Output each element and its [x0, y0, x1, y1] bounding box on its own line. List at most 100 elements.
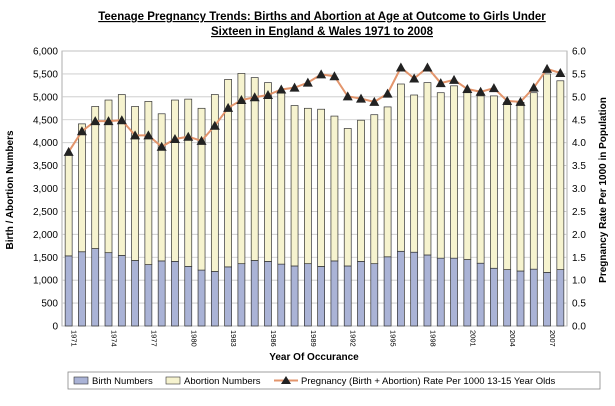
- rate-marker: [475, 86, 486, 96]
- y-tick-label: 1,500: [33, 253, 58, 264]
- rate-marker: [143, 130, 154, 140]
- bar-abortions: [383, 106, 392, 258]
- bar-abortions: [184, 98, 193, 267]
- bar-births: [264, 261, 272, 327]
- bar-abortions: [171, 99, 179, 262]
- y2-tick-label: 3.5: [572, 161, 586, 172]
- bar-births: [277, 263, 286, 327]
- rate-marker: [422, 62, 433, 72]
- rate-marker: [555, 68, 566, 77]
- bar-abortions: [423, 82, 432, 256]
- y2-tick-label: 5.5: [572, 69, 586, 80]
- bar-abortions: [463, 92, 472, 260]
- bar-abortions: [516, 101, 525, 272]
- bar-abortions: [397, 83, 405, 252]
- rate-marker: [116, 115, 127, 125]
- bar-abortions: [197, 107, 206, 271]
- x-tick-label: 2007: [548, 330, 557, 347]
- legend-label-abortions: Abortion Numbers: [184, 376, 261, 387]
- rate-marker: [488, 83, 499, 93]
- y2-tick-label: 2.5: [572, 207, 586, 218]
- bar-births: [463, 259, 472, 327]
- y2-tick-label: 0.5: [572, 299, 586, 310]
- bar-births: [91, 248, 100, 327]
- bar-births: [397, 250, 405, 327]
- bar-births: [104, 252, 113, 327]
- y-tick-label: 5,500: [33, 69, 58, 80]
- bar-abortions: [91, 106, 100, 249]
- bar-births: [383, 256, 392, 327]
- bar-abortions: [277, 92, 286, 265]
- rate-marker: [316, 69, 327, 79]
- x-tick-label: 1977: [149, 330, 158, 347]
- bar-births: [516, 270, 525, 327]
- rate-marker: [209, 120, 220, 130]
- chart-title-line1: Teenage Pregnancy Trends: Births and Abo…: [98, 11, 546, 23]
- x-axis-label: Year Of Occurance: [269, 352, 359, 363]
- legend-swatch-births: [73, 376, 89, 385]
- legend-label-births: Birth Numbers: [92, 376, 153, 387]
- bar-births: [476, 262, 485, 327]
- rate-marker: [76, 126, 87, 136]
- bar-births: [343, 265, 352, 327]
- x-tick-label: 1971: [70, 330, 79, 347]
- bar-abortions: [370, 114, 379, 265]
- x-tick-label: 1974: [110, 330, 119, 347]
- bar-births: [529, 268, 538, 327]
- bar-abortions: [450, 85, 458, 259]
- bar-abortions: [117, 94, 126, 256]
- rate-marker: [515, 96, 526, 106]
- bar-abortions: [144, 101, 153, 265]
- bar-births: [450, 257, 458, 327]
- bar-births: [210, 271, 219, 327]
- bar-births: [224, 266, 232, 327]
- bar-abortions: [476, 95, 485, 264]
- y-tick-label: 2,000: [33, 230, 58, 241]
- bar-births: [423, 254, 432, 327]
- rate-marker: [262, 90, 273, 99]
- bar-births: [197, 269, 206, 327]
- bar-births: [330, 260, 339, 327]
- y2-tick-label: 4.0: [572, 138, 586, 149]
- bar-abortions: [410, 94, 419, 253]
- rate-marker: [130, 130, 141, 140]
- y2-tick-label: 5.0: [572, 92, 586, 103]
- y2-tick-label: 0.0: [572, 322, 586, 333]
- y-tick-label: 3,500: [33, 161, 58, 172]
- bar-abortions: [224, 79, 232, 268]
- rate-marker: [249, 92, 260, 102]
- y2-tick-label: 1.0: [572, 276, 586, 287]
- legend: Birth Numbers Abortion Numbers Pregnancy…: [67, 371, 601, 390]
- bar-abortions: [556, 80, 565, 270]
- rate-marker: [169, 134, 180, 143]
- rate-marker: [462, 84, 473, 94]
- rate-marker: [382, 88, 393, 98]
- y-tick-label: 500: [41, 299, 58, 310]
- bar-births: [64, 255, 73, 327]
- rate-marker: [90, 116, 101, 126]
- rate-marker: [502, 95, 513, 105]
- y-tick-label: 3,000: [33, 184, 58, 195]
- chart-title-line2: Sixteen in England & Wales 1971 to 2008: [211, 26, 434, 38]
- bar-abortions: [290, 105, 299, 267]
- bar-abortions: [503, 101, 512, 270]
- bar-births: [250, 260, 259, 327]
- rate-marker: [156, 141, 167, 151]
- bar-abortions: [436, 92, 445, 259]
- rate-marker: [356, 93, 367, 103]
- y-axis-label: Birth / Abortion Numbers: [5, 130, 16, 250]
- bar-births: [490, 267, 498, 327]
- x-tick-label: 1998: [428, 330, 437, 347]
- bar-abortions: [529, 92, 538, 270]
- bar-births: [304, 263, 312, 327]
- rate-marker: [409, 73, 420, 83]
- bar-births: [503, 269, 512, 327]
- x-tick-label: 1989: [309, 330, 318, 347]
- rate-marker: [236, 95, 247, 105]
- legend-triangle-icon: [281, 376, 291, 384]
- rate-marker: [435, 78, 446, 88]
- bar-abortions: [264, 82, 272, 262]
- bar-births: [370, 263, 379, 327]
